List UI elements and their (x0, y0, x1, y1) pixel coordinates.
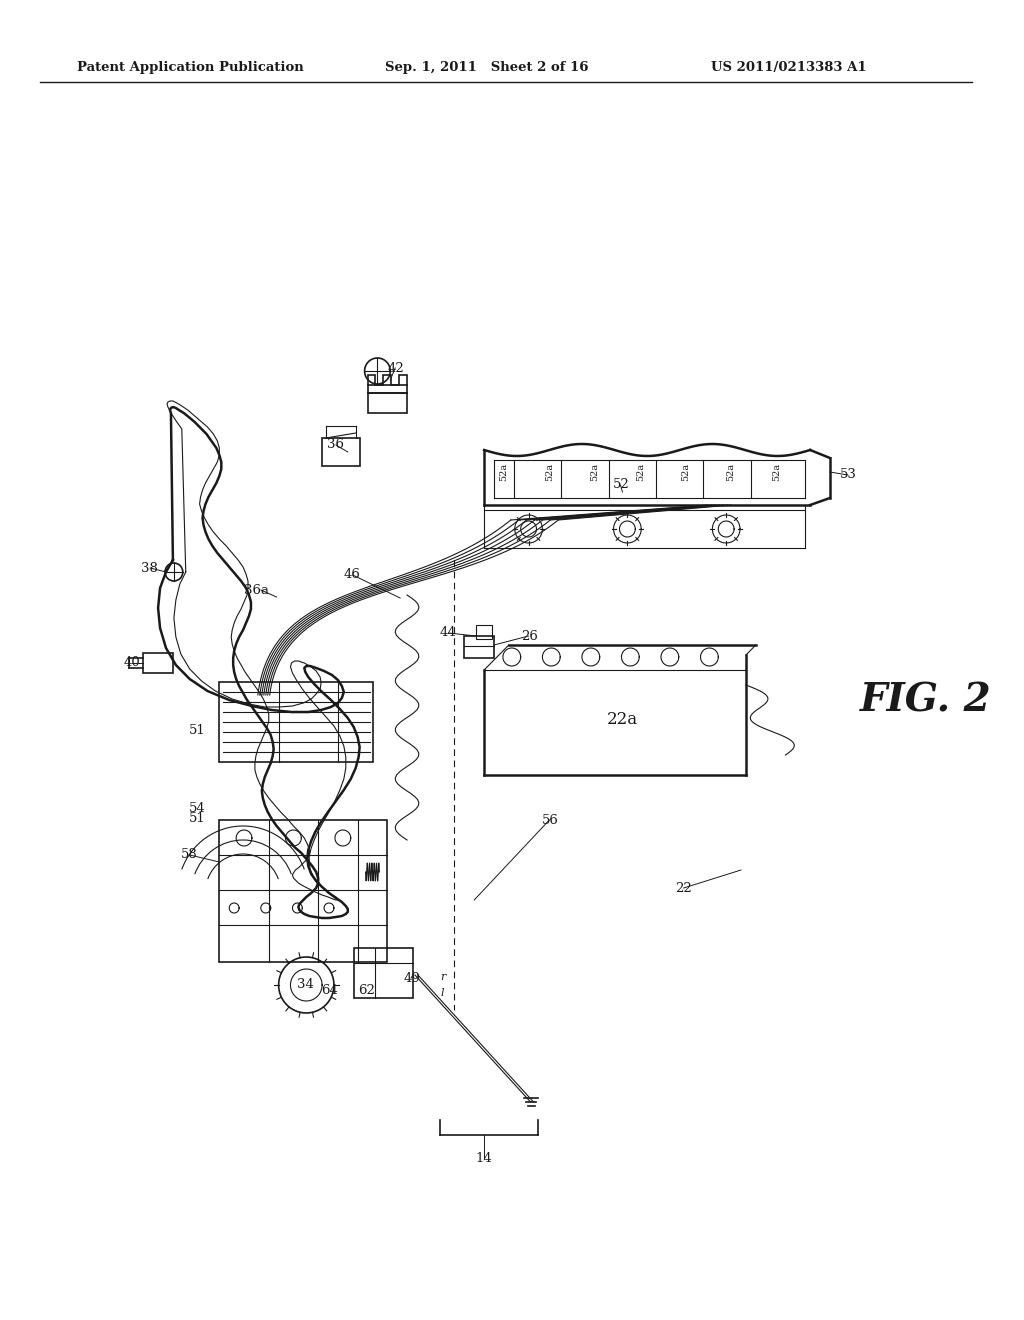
Text: 52a: 52a (681, 463, 690, 480)
Bar (353, 948, 413, 998)
Text: 52a: 52a (772, 463, 781, 480)
Text: FIG. 2: FIG. 2 (859, 681, 991, 719)
Text: 38: 38 (141, 561, 158, 574)
Text: 54: 54 (188, 801, 206, 814)
Text: 22a: 22a (607, 711, 638, 729)
Bar (323, 438, 359, 466)
Text: 49: 49 (403, 972, 420, 985)
Bar (219, 682, 374, 762)
Text: Patent Application Publication: Patent Application Publication (77, 62, 304, 74)
Text: 26: 26 (520, 630, 538, 643)
Text: 46: 46 (344, 569, 360, 582)
Text: US 2011/0213383 A1: US 2011/0213383 A1 (712, 62, 867, 74)
Text: 34: 34 (297, 978, 314, 991)
Text: 22: 22 (676, 882, 692, 895)
Text: 40: 40 (124, 656, 140, 669)
Text: 64: 64 (322, 983, 338, 997)
Text: 51: 51 (188, 723, 206, 737)
Text: 52a: 52a (590, 463, 599, 480)
Text: 52a: 52a (727, 463, 735, 480)
Bar (368, 393, 408, 413)
Text: Sep. 1, 2011   Sheet 2 of 16: Sep. 1, 2011 Sheet 2 of 16 (385, 62, 589, 74)
Bar (476, 624, 492, 639)
Bar (143, 653, 173, 673)
Text: 36a: 36a (244, 583, 268, 597)
Text: 62: 62 (357, 983, 375, 997)
Text: r: r (440, 972, 445, 982)
Text: 52a: 52a (500, 463, 508, 480)
Text: 14: 14 (476, 1151, 493, 1164)
Text: 44: 44 (439, 627, 457, 639)
Bar (464, 636, 494, 657)
Text: 36: 36 (327, 438, 344, 451)
Text: 52a: 52a (545, 463, 554, 480)
Text: 56: 56 (542, 813, 558, 826)
Text: 52: 52 (612, 479, 630, 491)
Bar (219, 820, 387, 962)
Text: l: l (441, 987, 444, 998)
Text: 52a: 52a (636, 463, 645, 480)
Text: 58: 58 (181, 849, 198, 862)
Text: 42: 42 (387, 362, 404, 375)
Text: 51: 51 (188, 812, 206, 825)
Text: 53: 53 (840, 469, 857, 482)
